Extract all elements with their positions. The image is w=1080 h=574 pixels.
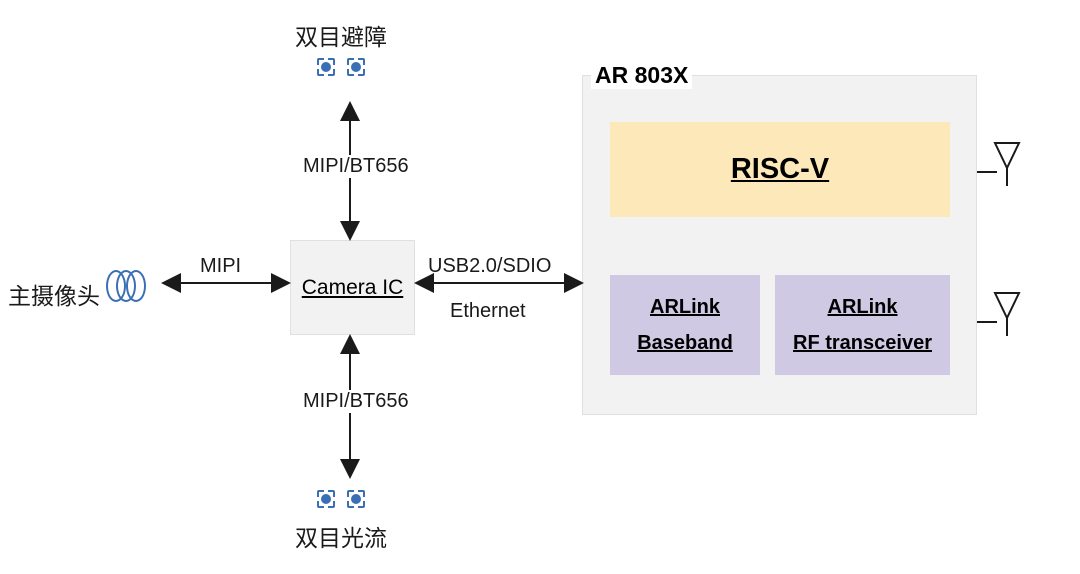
camera-ic-label: Camera IC (302, 276, 404, 300)
arlink-baseband-node: ARLink Baseband (610, 275, 760, 375)
antenna-icon (992, 290, 1022, 338)
edge-bottom-label: MIPI/BT656 (303, 390, 409, 413)
top-cameras-group: 双目避障 (295, 18, 387, 81)
riscv-node: RISC-V (610, 122, 950, 217)
ar-box-title: AR 803X (591, 62, 692, 89)
camera-icon (347, 58, 365, 76)
arlink-rf-line2: RF transceiver (793, 325, 932, 361)
arlink-rf-node: ARLink RF transceiver (775, 275, 950, 375)
bottom-cameras-label: 双目光流 (295, 519, 387, 553)
edge-usb-label: USB2.0/SDIO (428, 255, 551, 278)
arlink-bb-line2: Baseband (637, 325, 733, 361)
camera-icon (317, 490, 335, 508)
arlink-rf-line1: ARLink (828, 289, 898, 325)
arlink-bb-line1: ARLink (650, 289, 720, 325)
edge-eth-label: Ethernet (450, 300, 526, 323)
lens-icon (106, 268, 150, 304)
top-cameras-label: 双目避障 (295, 18, 387, 52)
camera-icon (317, 58, 335, 76)
main-camera-text: 主摄像头 (8, 283, 100, 309)
antenna-icon (992, 140, 1022, 188)
bottom-cameras-group: 双目光流 (295, 490, 387, 553)
camera-icon (347, 490, 365, 508)
main-camera-label: 主摄像头 (8, 268, 150, 311)
camera-ic-node: Camera IC (290, 240, 415, 335)
edge-top-label: MIPI/BT656 (303, 155, 409, 178)
riscv-label: RISC-V (731, 153, 829, 186)
edge-mipi-label: MIPI (200, 255, 241, 278)
